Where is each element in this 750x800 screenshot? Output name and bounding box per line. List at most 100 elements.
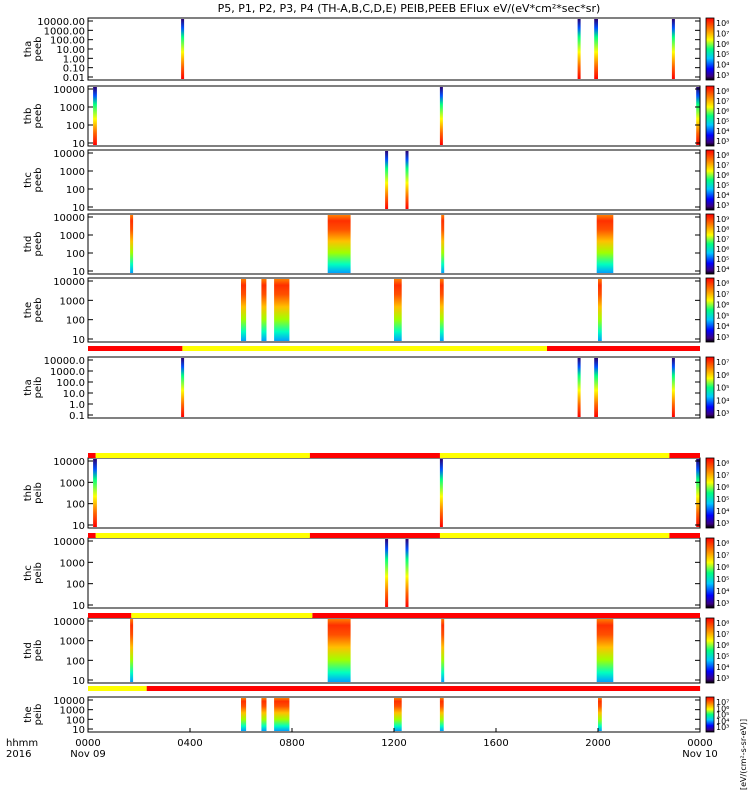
panel-thb-peib: 10000 1000 100 10 thb peib 10⁸ 10⁷ 10⁶ 10⁵ 10⁴ 10³ xyxy=(23,457,729,532)
colorbar-tick-label: 10⁵ xyxy=(716,181,729,190)
y-tick-label: 10000 xyxy=(53,277,85,288)
colorbar-tick-label: 10³ xyxy=(716,409,729,418)
colorbar-tick-label: 10⁹ xyxy=(716,215,729,224)
colorbar xyxy=(705,356,715,419)
colorbar-tick-label: 10⁴ xyxy=(716,265,729,274)
mode-bar xyxy=(88,453,700,458)
panel-instrument-label: peib xyxy=(33,377,44,399)
panel-frame xyxy=(87,277,701,343)
y-tick-label: 1000 xyxy=(60,167,85,178)
y-tick-label: 10 xyxy=(72,335,85,346)
year-label: 2016 xyxy=(6,749,31,760)
mode-bar-run xyxy=(547,346,700,351)
panel-probe-label: thc xyxy=(23,565,34,581)
panel-frame xyxy=(87,85,701,147)
y-tick-label: 10 xyxy=(72,521,85,532)
y-tick-label: 100.0 xyxy=(56,378,85,389)
panel-frame xyxy=(87,457,701,529)
panel-instrument-label: peeb xyxy=(33,298,44,323)
spectrogram-segment xyxy=(596,215,614,273)
colorbar-tick-label: 10⁸ xyxy=(716,539,729,548)
spectrogram-segment xyxy=(394,279,402,341)
colorbar-tick-label: 10⁵ xyxy=(716,384,729,393)
colorbar xyxy=(705,213,715,275)
colorbar-tick-label: 10⁷ xyxy=(716,97,729,106)
colorbar xyxy=(705,617,715,684)
panel-thc-peib: 10000 1000 100 10 thc peib 10⁸ 10⁷ 10⁶ 10⁵ 10⁴ 10³ xyxy=(23,537,729,612)
spectrogram-segment xyxy=(274,698,290,731)
colorbar-tick-label: 10⁴ xyxy=(716,61,729,70)
panel-frame xyxy=(87,149,701,211)
y-tick-label: 0.10 xyxy=(63,64,85,75)
spectrogram-segment xyxy=(696,87,700,145)
y-tick-label: 10000 xyxy=(53,85,85,96)
colorbar xyxy=(705,537,715,609)
colorbar-tick-label: 10⁷ xyxy=(716,551,729,560)
colorbar-tick-label: 10⁶ xyxy=(716,301,729,310)
panel-frame xyxy=(87,356,701,419)
spectrogram-segment xyxy=(598,698,602,731)
y-tick-label: 100.00 xyxy=(50,36,85,47)
colorbar-tick-label: 10⁸ xyxy=(716,459,729,468)
panel-probe-label: thb xyxy=(23,108,34,125)
panel-probe-label: the xyxy=(23,706,34,722)
mode-bar-run xyxy=(95,533,310,538)
panel-instrument-label: peeb xyxy=(33,232,44,257)
colorbar-tick-label: 10⁵ xyxy=(716,575,729,584)
spectrogram-segment xyxy=(261,279,267,341)
colorbar-tick-label: 10⁸ xyxy=(716,279,729,288)
colorbar-tick-label: 10⁸ xyxy=(716,151,729,160)
mode-bar-run xyxy=(669,533,700,538)
colorbar-tick-label: 10³ xyxy=(716,723,729,732)
mode-bar-run xyxy=(312,613,700,618)
spectrogram-segment xyxy=(394,698,402,731)
mode-bar xyxy=(88,346,700,351)
y-tick-label: 1.0 xyxy=(69,400,85,411)
panel-instrument-label: peeb xyxy=(33,37,44,62)
colorbar-tick-label: 10⁶ xyxy=(716,245,729,254)
colorbar-tick-label: 10⁶ xyxy=(716,171,729,180)
spectrogram-segment xyxy=(93,87,97,145)
y-tick-label: 10 xyxy=(72,203,85,214)
mode-bar-run xyxy=(88,346,183,351)
y-tick-label: 10000 xyxy=(53,457,85,468)
colorbar-tick-label: 10⁵ xyxy=(716,255,729,264)
y-tick-label: 10 xyxy=(72,139,85,150)
spectrogram-segment xyxy=(439,459,443,527)
panel-probe-label: thd xyxy=(23,236,34,253)
y-tick-label: 100 xyxy=(66,316,85,327)
panel-probe-label: the xyxy=(23,302,34,318)
x-tick-date: Nov 10 xyxy=(682,749,717,760)
spectrogram-segment xyxy=(696,459,700,527)
spectrogram-segment xyxy=(405,539,409,607)
y-tick-label: 1000.0 xyxy=(50,367,85,378)
colorbar-tick-label: 10⁷ xyxy=(716,630,729,639)
y-tick-label: 100 xyxy=(66,580,85,591)
x-tick-label: 0800 xyxy=(279,738,304,749)
y-tick-label: 0.1 xyxy=(69,411,85,422)
spectrogram-segment xyxy=(671,19,675,79)
mode-bar-run xyxy=(88,613,132,618)
colorbar-tick-label: 10⁶ xyxy=(716,704,729,713)
spectrogram-segment xyxy=(671,358,675,417)
mode-bar-run xyxy=(439,453,670,458)
panel-instrument-label: peib xyxy=(33,640,44,662)
x-tick-label: 1600 xyxy=(483,738,508,749)
colorbar-tick-label: 10⁷ xyxy=(716,235,729,244)
colorbar-tick-label: 10³ xyxy=(716,674,729,683)
colorbar-tick-label: 10⁴ xyxy=(716,663,729,672)
x-tick-label: 2000 xyxy=(585,738,610,749)
mode-bar-run xyxy=(309,533,440,538)
spectrogram-segment xyxy=(327,215,351,273)
y-tick-label: 100 xyxy=(66,121,85,132)
colorbar-tick-label: 10⁷ xyxy=(716,471,729,480)
colorbar-tick-label: 10⁷ xyxy=(716,290,729,299)
y-tick-label: 1000 xyxy=(60,478,85,489)
colorbar-tick-label: 10³ xyxy=(716,599,729,608)
